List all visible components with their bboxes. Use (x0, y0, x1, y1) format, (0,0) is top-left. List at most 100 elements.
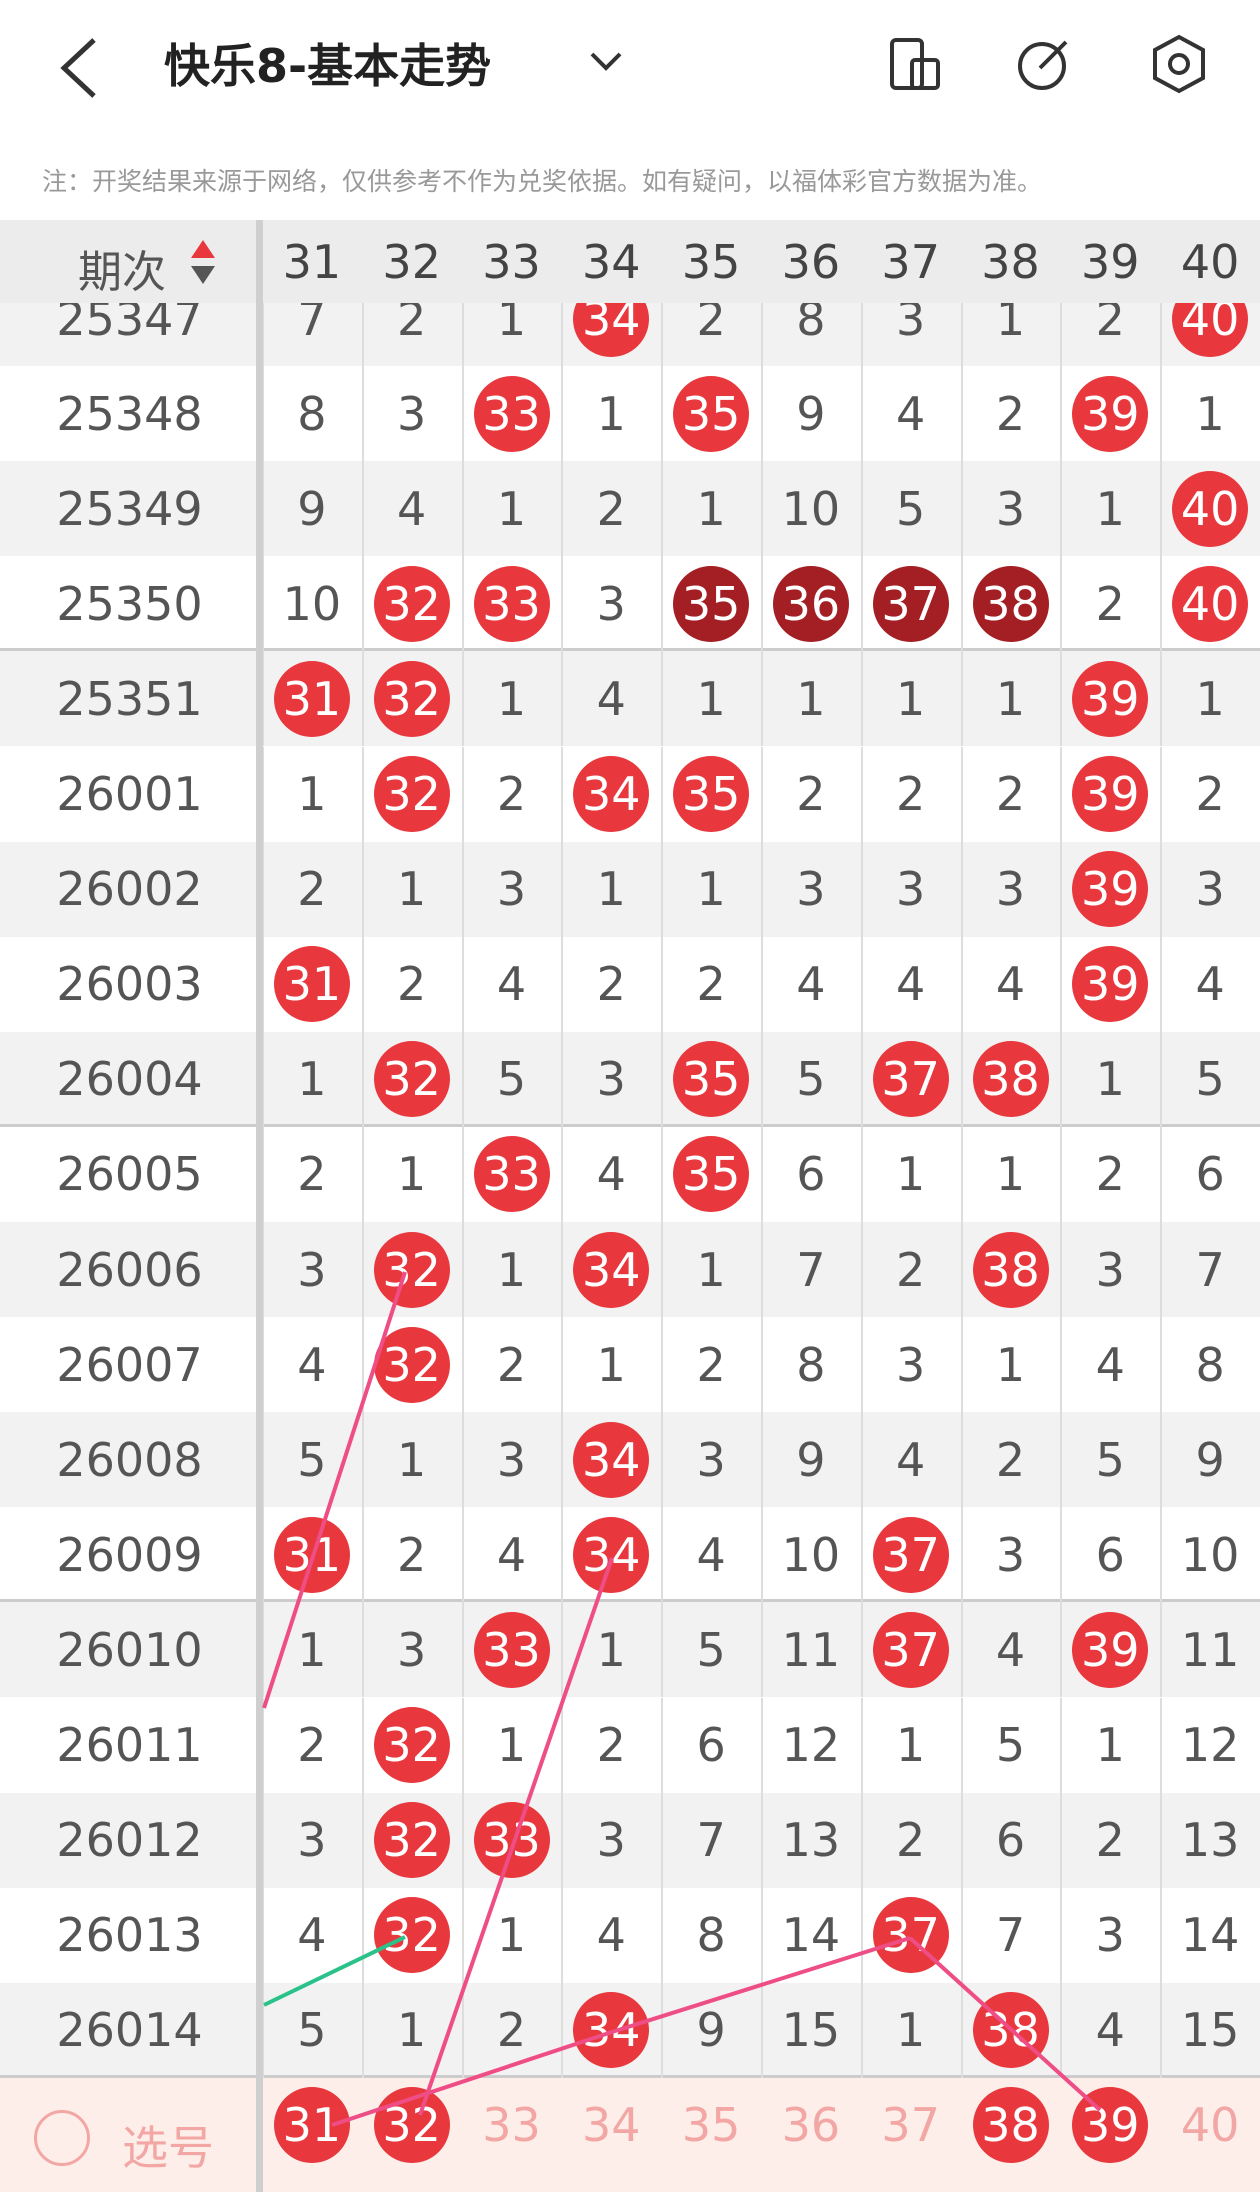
col-divider (262, 1031, 264, 1127)
select-radio[interactable] (34, 2109, 90, 2166)
hit-ball: 39 (1072, 375, 1149, 452)
miss-count: 5 (297, 1432, 327, 1487)
miss-count: 4 (297, 1337, 327, 1392)
hit-ball: 32 (373, 1326, 450, 1403)
col-divider (661, 1031, 664, 1127)
miss-count: 1 (397, 1432, 427, 1487)
miss-count: 10 (781, 481, 841, 536)
select-number[interactable]: 40 (1180, 2098, 1240, 2153)
miss-count: 4 (1195, 957, 1225, 1012)
col-divider (461, 651, 464, 747)
miss-count: 2 (297, 1718, 327, 1773)
issue-header[interactable]: 期次 (78, 247, 166, 298)
col-divider (1060, 556, 1063, 652)
hit-ball: 38 (972, 1231, 1049, 1308)
miss-count: 3 (297, 1242, 327, 1297)
issue: 26013 (56, 1908, 203, 1963)
miss-count: 3 (596, 1052, 626, 1107)
hit-ball: 33 (473, 1136, 550, 1213)
selected-number[interactable]: 38 (972, 2087, 1049, 2164)
select-number[interactable]: 35 (681, 2098, 741, 2153)
column-header: 37 (881, 234, 940, 289)
col-divider (761, 556, 763, 652)
col-divider (561, 746, 564, 842)
col-divider (1160, 1602, 1163, 1698)
col-divider (361, 1126, 364, 1222)
select-number[interactable]: 34 (582, 2098, 641, 2153)
back-button[interactable] (56, 36, 102, 100)
miss-count: 2 (596, 957, 626, 1012)
col-divider (761, 1507, 763, 1603)
col-divider (761, 1031, 763, 1127)
col-divider (262, 1697, 264, 1793)
dropdown[interactable] (588, 48, 624, 76)
select-number[interactable]: 37 (881, 2098, 940, 2153)
miss-count: 2 (896, 1813, 926, 1868)
icon-share[interactable] (1016, 36, 1072, 92)
hit-ball: 35 (673, 375, 750, 452)
hit-ball: 33 (473, 1802, 550, 1879)
col-divider (1060, 366, 1063, 462)
row-bg (0, 1792, 1260, 1888)
col-divider (661, 461, 664, 557)
select-number[interactable]: 36 (781, 2098, 841, 2153)
col-divider (1060, 746, 1063, 842)
col-divider (561, 1031, 564, 1127)
col-divider (761, 651, 763, 747)
hit-ball: 35 (673, 756, 750, 833)
miss-count: 5 (1195, 1052, 1225, 1107)
col-divider (860, 366, 863, 462)
col-divider (1160, 271, 1163, 367)
miss-count: 3 (995, 862, 1026, 917)
hit-ball: 33 (473, 375, 550, 452)
col-divider (661, 1222, 664, 1318)
col-divider (461, 1222, 464, 1318)
miss-count: 3 (297, 1813, 327, 1868)
selected-number[interactable]: 32 (373, 2087, 450, 2164)
miss-count: 1 (896, 1147, 926, 1202)
col-divider (761, 1792, 763, 1888)
col-divider (461, 1602, 464, 1698)
hit-ball: 33 (473, 1611, 550, 1688)
hit-ball: 40 (1172, 470, 1249, 547)
miss-count: 5 (496, 1052, 527, 1107)
icon-settings[interactable] (1150, 34, 1208, 94)
hit-ball: 39 (1072, 1611, 1149, 1688)
select-number[interactable]: 33 (482, 2098, 541, 2153)
row-bg (0, 1317, 1260, 1413)
miss-count: 12 (1180, 1718, 1240, 1773)
col-divider (361, 366, 364, 462)
icon-layout[interactable] (888, 36, 944, 92)
miss-count: 5 (896, 481, 926, 536)
miss-count: 4 (995, 1622, 1026, 1677)
col-divider (761, 1697, 763, 1793)
col-divider (661, 1126, 664, 1222)
col-divider (860, 1317, 863, 1413)
miss-count: 1 (1095, 481, 1125, 536)
hit-ball: 32 (373, 1041, 450, 1118)
col-divider (761, 366, 763, 462)
sort-icon (190, 238, 216, 288)
hit-ball: 35 (673, 1041, 750, 1118)
col-divider (461, 841, 464, 937)
miss-count: 8 (297, 386, 327, 441)
col-divider (960, 556, 963, 652)
miss-count: 5 (1095, 1432, 1125, 1487)
col-divider (561, 1412, 564, 1508)
selected-number[interactable]: 31 (273, 2087, 350, 2164)
col-divider (661, 841, 664, 937)
col-divider (262, 936, 264, 1032)
col-divider (461, 271, 464, 367)
miss-count: 2 (496, 2003, 527, 2058)
miss-count: 2 (696, 957, 726, 1012)
col-divider (1160, 1317, 1163, 1413)
miss-count: 4 (397, 481, 427, 536)
miss-count: 4 (596, 1908, 626, 1963)
miss-count: 1 (995, 1147, 1026, 1202)
selected-number[interactable]: 39 (1072, 2087, 1149, 2164)
miss-count: 3 (995, 481, 1026, 536)
col-divider (1060, 1792, 1063, 1888)
col-divider (262, 651, 264, 747)
miss-count: 2 (397, 957, 427, 1012)
